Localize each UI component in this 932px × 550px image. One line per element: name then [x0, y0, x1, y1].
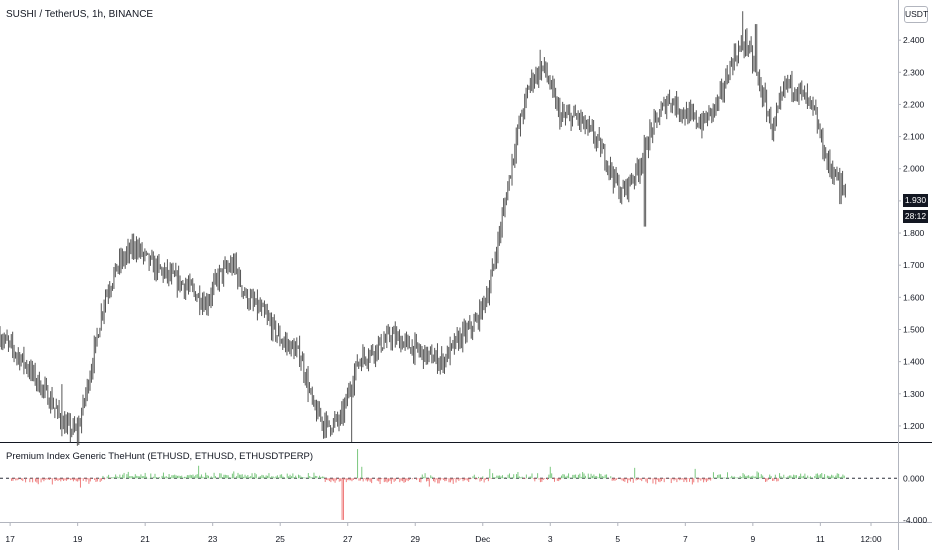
price-tick-label: 2.000 [903, 164, 925, 174]
time-tick-label: 9 [750, 534, 755, 544]
price-tick-label: 1.800 [903, 228, 925, 238]
time-tick-label: 12:00 [860, 534, 882, 544]
price-tick-label: 2.300 [903, 67, 925, 77]
currency-button[interactable]: USDT [904, 6, 928, 23]
time-tick-label: 27 [343, 534, 353, 544]
time-tick-label: 3 [548, 534, 553, 544]
time-tick-label: 17 [5, 534, 15, 544]
price-tick-label: 1.400 [903, 357, 925, 367]
indicator-title[interactable]: Premium Index Generic TheHunt (ETHUSD, E… [6, 451, 314, 462]
time-tick-label: 5 [615, 534, 620, 544]
symbol-title: SUSHI / TetherUS, 1h, BINANCE [6, 9, 154, 20]
price-tick-label: 1.700 [903, 260, 925, 270]
price-tick-label: 1.600 [903, 292, 925, 302]
indicator-tick-label: -4.000 [903, 515, 927, 525]
price-tick-label: 2.200 [903, 99, 925, 109]
price-tick-label: 1.500 [903, 324, 925, 334]
time-tick-label: 7 [683, 534, 688, 544]
price-tick-label: 1.200 [903, 421, 925, 431]
price-tick-label: 1.300 [903, 389, 925, 399]
time-tick-label: 25 [275, 534, 285, 544]
countdown-tag: 28:12 [903, 210, 928, 223]
time-tick-label: 23 [208, 534, 218, 544]
time-tick-label: 19 [73, 534, 83, 544]
price-tick-label: 2.100 [903, 132, 925, 142]
indicator-tick-label: 0.000 [903, 473, 925, 483]
last-price-tag: 1.930 [903, 194, 928, 207]
time-tick-label: 11 [816, 534, 825, 544]
price-candles [0, 11, 846, 446]
price-tick-label: 2.400 [903, 35, 925, 45]
premium-index-bars [0, 449, 898, 520]
time-tick-label: 29 [411, 534, 421, 544]
time-tick-label: Dec [475, 534, 491, 544]
time-tick-label: 21 [140, 534, 150, 544]
